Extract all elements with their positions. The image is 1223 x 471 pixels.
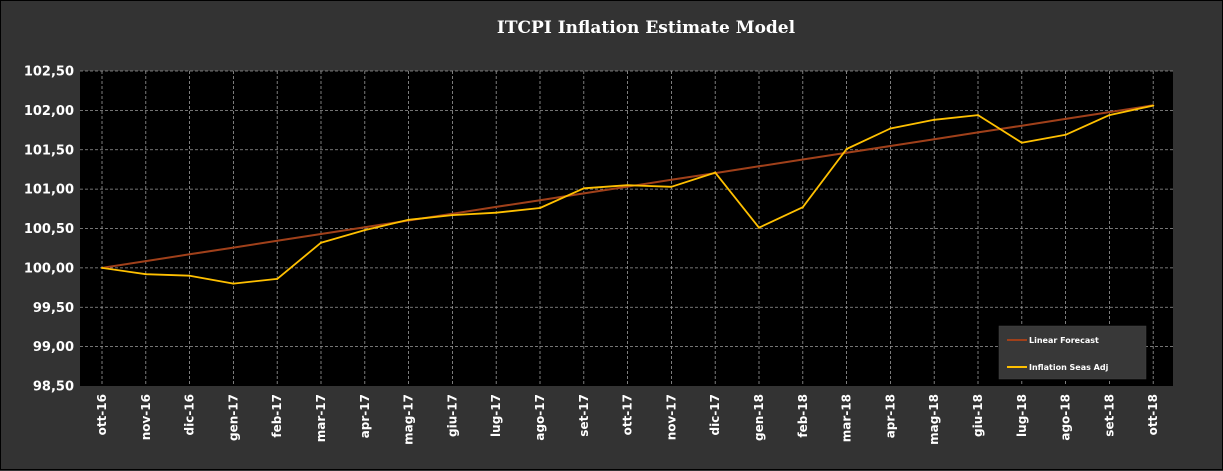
data-point: [845, 151, 848, 154]
legend-label: Linear Forecast: [1029, 336, 1099, 345]
data-point: [977, 114, 979, 117]
data-point: [714, 171, 717, 174]
data-point: [1064, 117, 1067, 120]
x-tick-label: lug-18: [1015, 394, 1029, 437]
x-tick-label: apr-17: [358, 394, 372, 438]
data-point: [320, 233, 322, 236]
data-point: [1064, 133, 1067, 136]
data-point: [758, 165, 760, 168]
data-point: [232, 246, 235, 249]
x-tick-label: gen-17: [226, 394, 240, 441]
data-point: [758, 226, 760, 229]
x-tick-label: lug-17: [489, 394, 503, 437]
data-point: [320, 241, 322, 244]
data-point: [933, 138, 936, 141]
data-point: [670, 178, 673, 181]
x-tick-label: mar-18: [840, 394, 854, 442]
x-tick-label: giu-17: [445, 394, 459, 437]
y-tick-label: 101,50: [24, 143, 74, 158]
data-point: [582, 192, 585, 195]
y-tick-label: 102,00: [24, 104, 74, 119]
data-point: [188, 253, 191, 256]
x-tick-label: nov-17: [664, 394, 678, 440]
data-point: [1152, 104, 1155, 107]
x-tick-label: nov-16: [139, 394, 153, 440]
data-point: [1020, 141, 1023, 144]
y-tick-label: 100,50: [24, 222, 74, 237]
data-point: [889, 127, 892, 130]
data-point: [407, 218, 410, 221]
data-point: [539, 199, 541, 202]
x-tick-label: feb-18: [796, 394, 810, 438]
data-point: [495, 205, 498, 208]
legend-label: Inflation Seas Adj: [1029, 363, 1109, 372]
y-tick-label: 99,50: [33, 301, 74, 316]
y-tick-label: 102,50: [24, 65, 74, 80]
data-point: [144, 260, 147, 263]
x-tick-label: ott-18: [1146, 394, 1160, 435]
chart-title: ITCPI Inflation Estimate Model: [497, 18, 796, 38]
data-point: [845, 147, 848, 150]
data-point: [1108, 111, 1111, 114]
y-tick-label: 98,50: [33, 380, 74, 395]
x-tick-label: gen-18: [752, 394, 766, 441]
x-tick-label: mag-17: [402, 394, 416, 445]
data-point: [933, 118, 936, 121]
data-point: [670, 185, 673, 188]
data-point: [188, 274, 191, 277]
data-point: [451, 214, 454, 217]
data-point: [889, 144, 892, 147]
x-tick-label: set-17: [577, 394, 591, 437]
x-tick-label: mag-18: [927, 394, 941, 445]
data-point: [101, 266, 103, 269]
x-tick-label: ago-18: [1059, 394, 1073, 441]
data-point: [363, 226, 366, 229]
data-point: [977, 131, 979, 134]
data-point: [582, 187, 585, 190]
x-tick-label: ott-16: [95, 394, 109, 435]
data-point: [495, 211, 498, 214]
x-tick-label: feb-17: [270, 394, 284, 438]
legend: Linear Forecast Inflation Seas Adj: [998, 325, 1147, 380]
data-point: [801, 206, 804, 209]
y-tick-label: 99,00: [33, 340, 74, 355]
x-tick-label: dic-16: [183, 394, 197, 436]
data-point: [626, 184, 629, 187]
data-point: [276, 239, 279, 242]
x-tick-label: giu-18: [971, 394, 985, 437]
data-point: [363, 229, 366, 232]
data-point: [232, 282, 235, 285]
x-axis: ott-16 nov-16 dic-16 gen-17 feb-17 mar-17 apr-…: [95, 394, 1160, 445]
y-tick-label: 100,00: [24, 261, 74, 276]
x-tick-label: dic-17: [708, 394, 722, 436]
legend-box: [998, 325, 1147, 380]
data-point: [1020, 124, 1023, 127]
x-tick-label: ago-17: [533, 394, 547, 441]
y-axis: 98,50 99,00 99,50 100,00 100,50 101,00 101,50 1…: [24, 65, 74, 395]
data-point: [801, 158, 804, 161]
x-tick-label: set-18: [1102, 394, 1116, 437]
series-layer: [101, 104, 1155, 285]
x-tick-label: apr-18: [883, 394, 897, 438]
data-point: [539, 207, 541, 210]
data-point: [1108, 114, 1111, 117]
x-tick-label: mar-17: [314, 394, 328, 442]
y-tick-label: 101,00: [24, 183, 74, 198]
x-tick-label: ott-17: [621, 394, 635, 435]
data-point: [144, 273, 147, 276]
grid-lines: [80, 70, 1173, 386]
data-point: [276, 277, 279, 280]
